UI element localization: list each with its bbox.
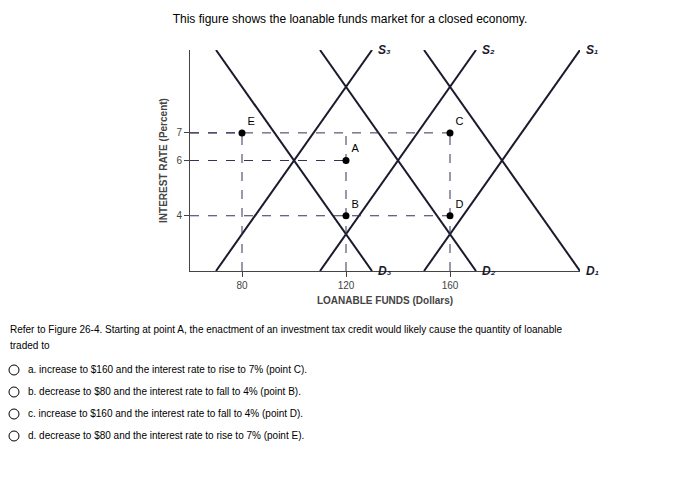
svg-text:D₁: D₁	[586, 264, 599, 278]
svg-text:This figure shows the loanable: This figure shows the loanable funds mar…	[173, 12, 528, 26]
svg-text:4: 4	[176, 210, 182, 221]
svg-text:a. increase to $160 and the in: a. increase to $160 and the interest rat…	[28, 364, 307, 375]
svg-text:D: D	[455, 198, 463, 210]
svg-text:LOANABLE FUNDS (Dollars): LOANABLE FUNDS (Dollars)	[317, 295, 453, 306]
svg-text:c. increase to $160 and the in: c. increase to $160 and the interest rat…	[28, 408, 303, 419]
svg-text:E: E	[247, 115, 254, 127]
svg-text:b. decrease to $80 and the int: b. decrease to $80 and the interest rate…	[28, 386, 301, 397]
svg-text:C: C	[455, 115, 463, 127]
svg-text:S₃: S₃	[378, 43, 391, 57]
svg-text:S₁: S₁	[586, 43, 598, 57]
svg-text:80: 80	[236, 280, 248, 291]
svg-text:B: B	[351, 198, 358, 210]
svg-text:A: A	[351, 142, 359, 154]
svg-text:6: 6	[176, 155, 182, 166]
svg-text:160: 160	[442, 280, 459, 291]
svg-text:d. decrease to $80 and the int: d. decrease to $80 and the interest rate…	[28, 430, 304, 441]
svg-text:D₃: D₃	[378, 264, 392, 278]
svg-text:7: 7	[176, 127, 182, 138]
svg-text:D₂: D₂	[482, 264, 496, 278]
svg-text:120: 120	[338, 280, 355, 291]
svg-text:traded to: traded to	[10, 340, 50, 351]
svg-text:S₂: S₂	[482, 43, 495, 57]
svg-text:INTEREST RATE (Percent): INTEREST RATE (Percent)	[158, 98, 169, 223]
svg-text:Refer to Figure 26-4. Starting: Refer to Figure 26-4. Starting at point …	[10, 324, 562, 335]
